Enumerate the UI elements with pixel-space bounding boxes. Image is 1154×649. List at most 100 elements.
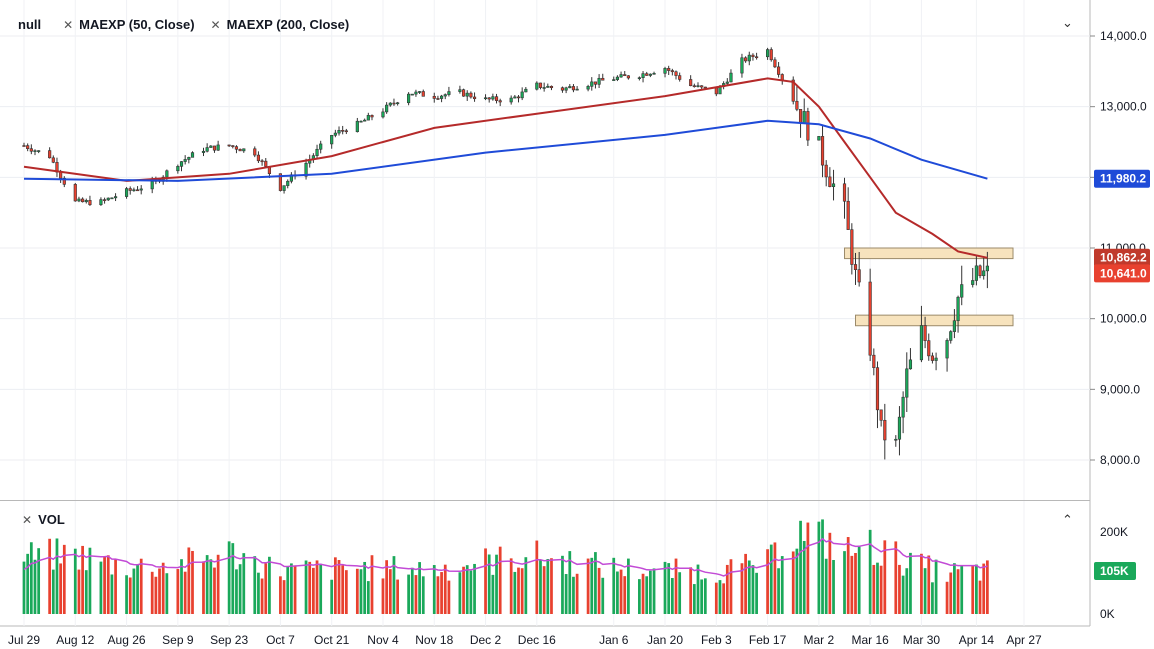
volume-bar[interactable] <box>366 581 370 614</box>
candle-body[interactable] <box>436 98 440 100</box>
volume-bar[interactable] <box>931 582 934 614</box>
volume-bar[interactable] <box>81 545 84 614</box>
volume-bar[interactable] <box>879 565 883 614</box>
candle-body[interactable] <box>872 354 876 368</box>
volume-bar[interactable] <box>304 560 308 614</box>
candle-body[interactable] <box>820 136 825 166</box>
volume-bar[interactable] <box>868 529 872 614</box>
candle-body[interactable] <box>304 162 308 177</box>
volume-bar[interactable] <box>132 568 136 614</box>
candle-body[interactable] <box>776 66 781 75</box>
candle-body[interactable] <box>535 82 539 90</box>
candle-body[interactable] <box>201 150 206 153</box>
volume-bar[interactable] <box>279 576 282 614</box>
candle-body[interactable] <box>894 438 898 441</box>
candle-body[interactable] <box>923 325 927 341</box>
volume-bar[interactable] <box>161 562 165 614</box>
volume-bar[interactable] <box>714 582 718 614</box>
candle-body[interactable] <box>908 359 913 370</box>
candle-body[interactable] <box>875 367 880 411</box>
volume-bar[interactable] <box>780 556 784 614</box>
volume-bar[interactable] <box>293 565 297 614</box>
volume-bar[interactable] <box>641 573 645 614</box>
volume-bar[interactable] <box>29 542 33 614</box>
volume-bar[interactable] <box>465 565 469 614</box>
candle-body[interactable] <box>81 198 85 203</box>
candle-body[interactable] <box>443 94 447 97</box>
candle-body[interactable] <box>802 111 806 124</box>
candle-body[interactable] <box>619 74 623 78</box>
candle-body[interactable] <box>956 296 960 322</box>
volume-bar[interactable] <box>139 558 143 614</box>
volume-bar[interactable] <box>638 579 641 614</box>
volume-bar[interactable] <box>894 541 898 614</box>
candle-body[interactable] <box>689 79 693 87</box>
volume-bar[interactable] <box>670 577 674 614</box>
volume-bar[interactable] <box>103 556 106 614</box>
candle-body[interactable] <box>542 87 546 89</box>
volume-bar[interactable] <box>77 569 81 614</box>
candle-body[interactable] <box>520 91 524 99</box>
volume-bar[interactable] <box>209 559 213 614</box>
volume-bar[interactable] <box>725 564 729 614</box>
volume-bar[interactable] <box>806 522 810 614</box>
candle-body[interactable] <box>88 200 92 206</box>
volume-bar[interactable] <box>205 555 209 614</box>
volume-bar[interactable] <box>33 559 37 614</box>
volume-bar[interactable] <box>37 548 41 614</box>
candle-body[interactable] <box>985 265 989 272</box>
volume-bar[interactable] <box>344 570 348 614</box>
candle-body[interactable] <box>740 57 744 74</box>
volume-bar[interactable] <box>535 540 539 614</box>
volume-bar[interactable] <box>934 559 938 614</box>
volume-bar[interactable] <box>202 561 205 614</box>
volume-bar[interactable] <box>722 583 726 614</box>
volume-bar[interactable] <box>572 576 575 614</box>
volume-bar[interactable] <box>355 568 359 614</box>
candle-body[interactable] <box>465 92 469 97</box>
volume-bar[interactable] <box>110 574 114 614</box>
volume-bar[interactable] <box>187 547 191 614</box>
candle-body[interactable] <box>33 150 37 152</box>
volume-bar[interactable] <box>158 568 161 614</box>
volume-bar[interactable] <box>308 561 312 614</box>
candle-body[interactable] <box>678 75 682 80</box>
collapse-price-pane-chevron-down-icon[interactable]: ⌄ <box>1062 15 1073 30</box>
candle-body[interactable] <box>755 56 759 59</box>
candle-body[interactable] <box>231 145 235 147</box>
volume-bar[interactable] <box>909 552 912 614</box>
candle-body[interactable] <box>853 264 858 270</box>
candle-body[interactable] <box>623 74 627 77</box>
volume-bar[interactable] <box>363 561 367 614</box>
candle-body[interactable] <box>150 181 154 190</box>
candle-body[interactable] <box>637 77 641 79</box>
volume-bar[interactable] <box>718 580 722 614</box>
candle-body[interactable] <box>344 130 348 133</box>
volume-bar[interactable] <box>594 552 597 614</box>
volume-bar[interactable] <box>663 561 667 614</box>
candle-body[interactable] <box>84 200 88 203</box>
candle-body[interactable] <box>612 79 616 81</box>
volume-bar[interactable] <box>561 555 564 614</box>
volume-bar[interactable] <box>542 566 546 614</box>
candle-body[interactable] <box>568 86 572 89</box>
candle-body[interactable] <box>51 157 55 163</box>
volume-bar[interactable] <box>59 563 63 614</box>
remove-volume-icon[interactable]: ✕ <box>22 512 33 527</box>
candle-body[interactable] <box>355 120 359 133</box>
volume-bar[interactable] <box>165 573 169 614</box>
candle-body[interactable] <box>330 135 334 145</box>
candle-body[interactable] <box>421 91 425 97</box>
volume-bar[interactable] <box>773 542 777 614</box>
volume-bar[interactable] <box>213 567 216 614</box>
volume-bar[interactable] <box>125 575 128 614</box>
candle-body[interactable] <box>253 148 257 156</box>
candle-body[interactable] <box>670 70 674 73</box>
volume-bar[interactable] <box>333 557 337 614</box>
volume-bar[interactable] <box>432 565 436 614</box>
candle-body[interactable] <box>410 93 414 96</box>
candle-body[interactable] <box>458 89 462 92</box>
candle-body[interactable] <box>135 189 140 192</box>
pane-divider[interactable] <box>0 500 1090 501</box>
candle-body[interactable] <box>110 197 114 200</box>
